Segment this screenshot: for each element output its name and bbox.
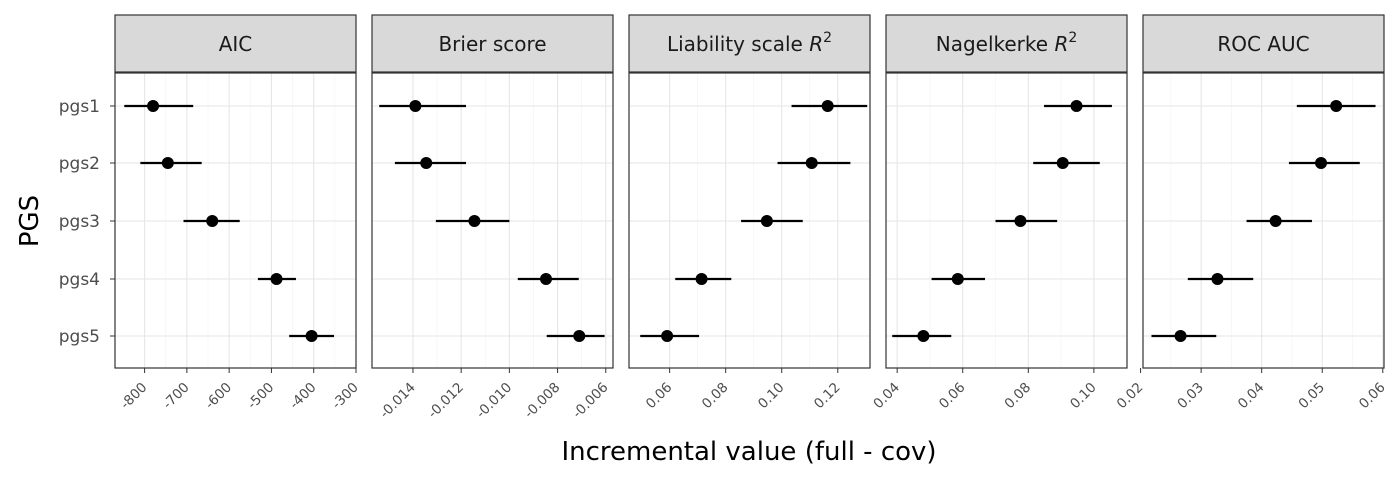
point-pgs1 — [409, 100, 422, 112]
facet-strip — [114, 14, 357, 73]
point-pgs2 — [1056, 157, 1069, 169]
point-pgs2 — [420, 157, 433, 169]
x-tick-label: -0.006 — [570, 380, 612, 422]
point-pgs3 — [1014, 215, 1027, 227]
facet-strip — [628, 14, 871, 73]
point-pgs1 — [1070, 100, 1083, 112]
facet-title: Nagelkerke R2 — [936, 30, 1078, 56]
panel-border — [628, 72, 871, 369]
y-tick-label-pgs1: pgs1 — [59, 97, 100, 117]
x-tick-label: 0.08 — [699, 380, 732, 413]
point-pgs1 — [147, 100, 160, 112]
x-tick-label: -0.010 — [473, 380, 515, 422]
panel-border — [885, 72, 1128, 369]
x-tick-label: 0.12 — [811, 380, 844, 413]
x-tick-label: -600 — [202, 380, 235, 413]
panel-border — [371, 72, 614, 369]
x-tick-label: 0.04 — [1235, 380, 1268, 413]
x-tick-label: -400 — [287, 380, 320, 413]
x-tick-label: -500 — [244, 380, 277, 413]
x-tick-label: -800 — [117, 380, 150, 413]
point-pgs5 — [305, 330, 318, 342]
x-tick-label: 0.10 — [1067, 380, 1100, 413]
y-axis: pgs1 pgs2 pgs3 pgs4 pgs5 — [59, 97, 115, 347]
x-tick-label: 0.06 — [643, 380, 676, 413]
facet-panel-1: AIC -800 -700 -600 -500 -400 -300 — [114, 14, 362, 413]
y-axis-title: PGS — [15, 195, 45, 247]
facet-title: AIC — [219, 32, 253, 56]
x-tick-label: 0.02 — [1114, 380, 1147, 413]
point-pgs4 — [540, 273, 553, 285]
facet-title: Brier score — [438, 32, 546, 56]
facet-strip — [885, 14, 1128, 73]
point-pgs1 — [1330, 100, 1343, 112]
x-tick-label: -0.014 — [377, 380, 419, 422]
point-pgs4 — [1211, 273, 1224, 285]
facet-title: ROC AUC — [1217, 32, 1309, 56]
y-tick-label-pgs4: pgs4 — [59, 270, 100, 290]
x-tick-label: -300 — [329, 380, 362, 413]
facet-panel-3: Liability scale R2 0.06 0.08 0.10 0.12 — [628, 14, 871, 413]
point-pgs3 — [1269, 215, 1282, 227]
point-pgs3 — [468, 215, 481, 227]
x-tick-label: -700 — [160, 380, 193, 413]
point-pgs5 — [661, 330, 674, 342]
y-tick-label-pgs3: pgs3 — [59, 212, 100, 232]
point-pgs4 — [695, 273, 708, 285]
x-axis-title: Incremental value (full - cov) — [561, 437, 936, 467]
x-tick-label: 0.08 — [1002, 380, 1035, 413]
x-tick-label: 0.06 — [936, 380, 969, 413]
x-tick-label: -0.008 — [521, 380, 563, 422]
facet-panel-5: ROC AUC 0.02 0.03 0.04 0.05 0.06 — [1114, 14, 1389, 413]
point-pgs4 — [951, 273, 964, 285]
x-tick-label: -0.012 — [425, 380, 467, 422]
x-tick-label: 0.10 — [755, 380, 788, 413]
facet-panels: AIC -800 -700 -600 -500 -400 -300 Brier score -0… — [114, 14, 1389, 422]
point-pgs2 — [805, 157, 818, 169]
facet-strip — [1142, 14, 1385, 73]
panel-border — [1142, 72, 1385, 369]
point-pgs5 — [917, 330, 930, 342]
facet-title: Liability scale R2 — [667, 30, 832, 56]
point-pgs5 — [1174, 330, 1187, 342]
y-tick-label-pgs2: pgs2 — [59, 154, 100, 174]
point-pgs3 — [206, 215, 219, 227]
point-pgs1 — [821, 100, 834, 112]
x-tick-label: 0.03 — [1174, 380, 1207, 413]
y-tick-label-pgs5: pgs5 — [59, 327, 100, 347]
point-pgs2 — [1315, 157, 1328, 169]
x-tick-label: 0.06 — [1356, 380, 1389, 413]
facet-panel-4: Nagelkerke R2 0.04 0.06 0.08 0.10 — [870, 14, 1128, 413]
facet-panel-2: Brier score -0.014 -0.012 -0.010 -0.008 -0.00… — [371, 14, 614, 422]
point-pgs3 — [760, 215, 773, 227]
point-pgs4 — [270, 273, 283, 285]
point-pgs2 — [161, 157, 174, 169]
facet-strip — [371, 14, 614, 73]
x-tick-label: 0.04 — [870, 380, 903, 413]
point-pgs5 — [573, 330, 586, 342]
x-tick-label: 0.05 — [1295, 380, 1328, 413]
